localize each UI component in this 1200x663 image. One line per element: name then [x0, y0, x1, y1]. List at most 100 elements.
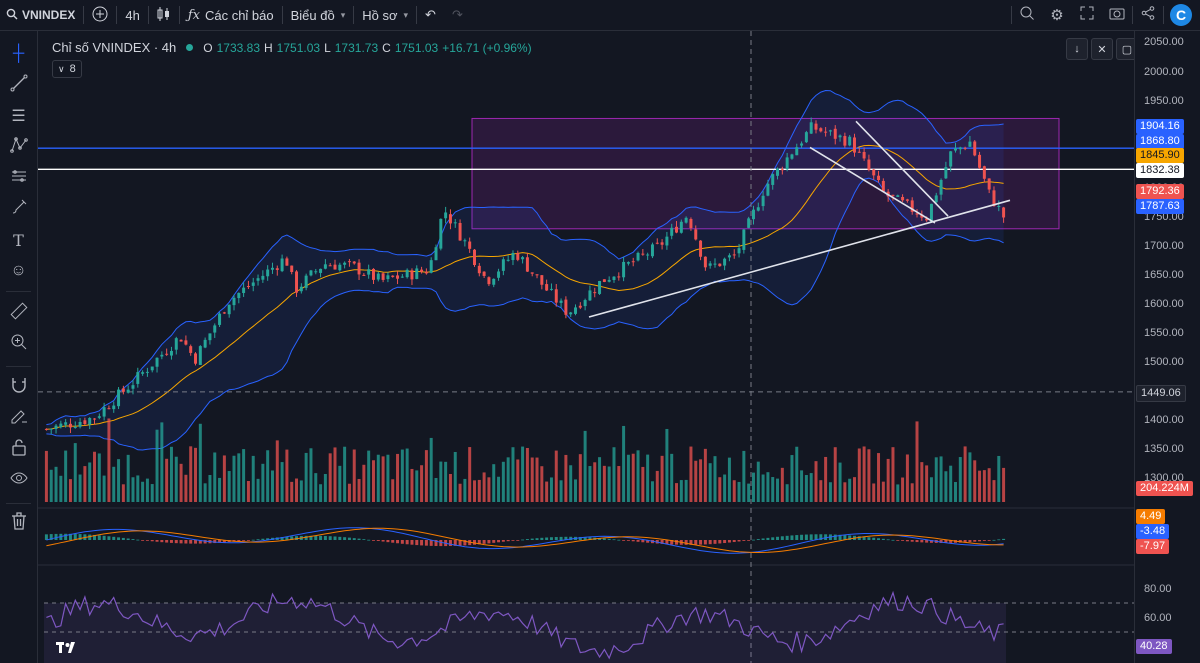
macd-histogram-bar [920, 540, 924, 543]
tradingview-logo[interactable] [56, 639, 80, 657]
macd-histogram-bar [684, 540, 688, 545]
macd-histogram-bar [723, 540, 727, 544]
divider [1132, 6, 1133, 24]
candle-body [756, 207, 760, 211]
candle-body [910, 200, 914, 212]
stay-drawing-tool[interactable] [0, 403, 37, 433]
volume-bar [299, 480, 303, 502]
candle-body [862, 151, 866, 159]
macd-histogram-bar [439, 540, 443, 547]
measure-tool[interactable] [0, 298, 37, 328]
brush-tool[interactable] [0, 194, 37, 224]
candle-body [150, 366, 154, 371]
search-icon [6, 8, 18, 23]
pattern-tool[interactable] [0, 132, 37, 162]
lock-drawings-tool[interactable] [0, 434, 37, 464]
share-button[interactable] [1133, 0, 1163, 30]
settings-button[interactable]: ⚙ [1042, 0, 1072, 30]
volume-bar [405, 448, 409, 502]
camera-button[interactable] [1102, 0, 1132, 30]
forecast-tool[interactable] [0, 163, 37, 193]
candle-body [785, 157, 789, 170]
horizontal-lines-tool[interactable]: ☰ [0, 101, 37, 131]
collapse-pane-button[interactable]: ✕ [1091, 38, 1113, 60]
volume-bar [333, 447, 337, 502]
brand-logo[interactable]: C [1170, 4, 1192, 26]
macd-histogram-bar [848, 535, 852, 540]
candle-body [93, 418, 96, 420]
crosshair-tool[interactable]: ┼ [0, 39, 37, 69]
remove-drawings-tool[interactable] [0, 508, 37, 538]
macd-histogram-bar [482, 540, 486, 544]
candle-body [915, 213, 919, 215]
macd-histogram-bar [251, 539, 255, 541]
candle-body [160, 354, 164, 357]
macd-histogram-bar [867, 537, 871, 540]
macd-histogram-bar [703, 540, 707, 545]
candle-body [987, 178, 991, 190]
move-pane-down-button[interactable]: ↓ [1066, 38, 1088, 60]
icon-tool[interactable]: ☺ [0, 256, 37, 286]
macd-histogram-bar [540, 537, 544, 540]
zoom-search-icon [1019, 5, 1035, 25]
layout-dropdown[interactable]: Biểu đồ ▾ [283, 0, 354, 30]
volume-bar [396, 453, 400, 502]
divider [6, 366, 31, 367]
text-tool[interactable]: T [0, 225, 37, 255]
undo-button[interactable]: ↶ [417, 0, 444, 30]
magnet-tool[interactable] [0, 372, 37, 402]
candle-body [718, 263, 722, 267]
volume-bar [723, 474, 727, 502]
candle-body [136, 372, 140, 384]
fullscreen-button[interactable] [1072, 0, 1102, 30]
volume-bar [280, 462, 284, 502]
candle-body [766, 183, 770, 196]
macd-histogram-bar [246, 540, 250, 541]
bollinger-fill [46, 90, 1004, 450]
candle-body [434, 247, 438, 261]
zoom-tool[interactable] [0, 329, 37, 359]
candle-body [169, 350, 173, 356]
macd-histogram-bar [371, 540, 375, 541]
candle-body [179, 339, 183, 342]
chart-style-button[interactable] [149, 0, 179, 30]
quick-search-button[interactable] [1012, 0, 1042, 30]
macd-histogram-bar [319, 535, 323, 540]
compare-button[interactable] [84, 0, 116, 30]
profile-dropdown[interactable]: Hồ sơ ▾ [354, 0, 416, 30]
volume-bar [160, 422, 164, 502]
macd-histogram-bar [376, 540, 380, 541]
macd-histogram-bar [266, 538, 270, 540]
symbol-search-button[interactable]: VNINDEX [0, 0, 83, 30]
volume-bar [780, 467, 784, 502]
trendline-tool[interactable] [0, 70, 37, 100]
candle-body [237, 293, 241, 299]
candle-body [347, 261, 351, 263]
volume-bar [439, 461, 443, 502]
candle-body [920, 214, 924, 218]
legend-high-key: H [264, 40, 273, 55]
macd-histogram-bar [381, 540, 385, 542]
volume-bar [617, 466, 621, 502]
candle-body [501, 259, 505, 271]
indicators-button[interactable]: ƒx Các chỉ báo [180, 0, 282, 30]
legend-open-value: 1733.83 [216, 40, 260, 55]
redo-button[interactable]: ↷ [444, 0, 471, 30]
volume-bar [492, 464, 496, 502]
volume-bar [304, 452, 308, 502]
hide-drawings-tool[interactable] [0, 465, 37, 495]
macd-histogram-bar [622, 540, 626, 541]
macd-histogram-bar [997, 539, 1001, 541]
price-chart[interactable] [38, 31, 1134, 663]
macd-histogram-bar [463, 540, 467, 546]
volume-bar [833, 447, 837, 502]
interval-button[interactable]: 4h [117, 0, 147, 30]
volume-bar [218, 477, 222, 502]
volume-bar [323, 473, 327, 502]
volume-bar [598, 457, 602, 502]
macd-histogram-bar [492, 540, 496, 543]
volume-bar [776, 478, 780, 502]
macd-histogram-bar [343, 537, 347, 540]
indicators-collapse-button[interactable]: ∨ 8 [52, 60, 82, 78]
macd-histogram-bar [347, 537, 351, 540]
